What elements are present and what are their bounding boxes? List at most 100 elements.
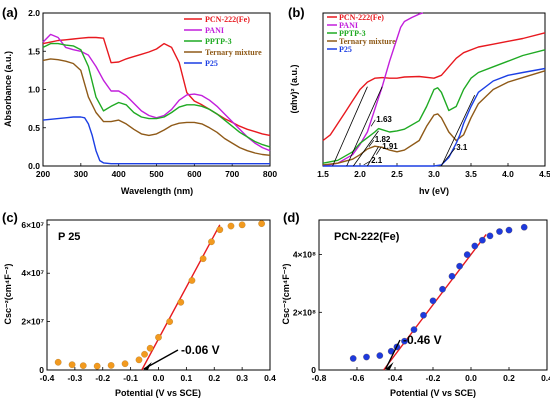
panel-b-tangent-line [332, 86, 368, 167]
panel-c-data-point [258, 220, 265, 227]
panel-b-x-axis-title: hv (eV) [419, 186, 449, 196]
panel-d-data-point [349, 355, 357, 362]
panel-b-annotation-label: 1.91 [382, 142, 398, 151]
panel-c-y-tick-label: 6×10⁷ [21, 220, 44, 230]
panel-b-series-group [322, 12, 546, 167]
panel-d-x-axis-title: Potential (V vs SCE) [390, 388, 476, 398]
panel-b-series-line [322, 12, 424, 167]
panel-c-data-point [141, 350, 148, 358]
panel-d-data-point [505, 226, 513, 234]
panel-b-annotation-label: 1.82 [375, 135, 391, 144]
panel-c-data-point [79, 362, 87, 369]
panel-c-data-point [121, 360, 129, 368]
panel-a-series-line [42, 42, 271, 148]
panel-c-y-tick-label: 2×10⁷ [21, 317, 44, 327]
panel-c-x-tick-label: -0.2 [95, 373, 110, 383]
panel-a-x-tick-label: 800 [263, 169, 277, 179]
panel-a-series-line [42, 58, 271, 156]
panel-a-x-ticks: 200 300 400 500 600 700 800 [36, 163, 277, 179]
panel-b-x-ticks: 1.5 2.0 2.5 3.0 3.5 4.0 4.5 [317, 163, 550, 179]
panel-a-y-tick-label: 2.0 [28, 8, 40, 18]
panel-d-data-point [429, 297, 437, 305]
panel-b-bandgap-annotations: 1.63 1.821.91 2.1 3.1 [363, 115, 468, 166]
panel-c-y-tick-label: 4×10⁷ [21, 268, 44, 278]
panel-b-tangent-line [353, 130, 379, 167]
panel-b-y-axis-title: (αhv)² (a.u.) [289, 64, 299, 113]
panel-a-y-tick-label: 0.5 [28, 123, 40, 133]
panel-d-data-point [463, 251, 471, 258]
panel-d-data-point [486, 232, 494, 240]
panel-d-data-point [376, 352, 384, 359]
panel-c-y-ticks: 0 2×10⁷ 4×10⁷ 6×10⁷ [21, 220, 50, 375]
panel-c-flatband-label: -0.06 V [181, 343, 220, 357]
panel-a-plot-frame [42, 12, 271, 167]
panel-d-x-tick-label: -0.6 [350, 373, 365, 383]
panel-a-x-tick-label: 400 [112, 169, 126, 179]
panel-a-legend-label: Ternary mixture [205, 48, 262, 57]
panel-c-data-point [135, 356, 143, 364]
panel-d-arrow-head [385, 362, 394, 370]
panel-d-x-tick-label: 0.4 [541, 373, 550, 383]
panel-b-x-tick-label: 1.5 [317, 169, 329, 179]
panel-a-x-tick-label: 500 [149, 169, 163, 179]
panel-b-annotation-label: 3.1 [456, 143, 468, 152]
panel-a-x-tick-label: 700 [225, 169, 239, 179]
panel-d-data-point [471, 242, 479, 250]
panel-a-x-tick-label: 200 [36, 169, 50, 179]
panel-c-data-point [166, 318, 173, 325]
panel-c-data-point [68, 361, 76, 368]
panel-c-data-point [107, 362, 115, 369]
panel-d-data-point [410, 326, 418, 333]
panel-c-x-tick-label: -0.1 [123, 373, 138, 383]
panel-c-plot-area: -0.06 V [54, 220, 265, 371]
panel-d-data-point [401, 337, 408, 345]
panel-c-x-ticks: -0.4 -0.3 -0.2 -0.1 0.0 0.1 0.2 0.3 0.4 [40, 367, 276, 383]
panel-d-y-tick-label: 2×10⁸ [293, 307, 316, 317]
panel-d-data-point [496, 228, 503, 235]
panel-c-title: P 25 [58, 231, 80, 243]
panel-a-legend: PCN-222(Fe) PANI PPTP-3 Ternary mixture P25 [184, 15, 262, 68]
panel-c-data-point [227, 222, 235, 230]
panel-d-data-point [456, 262, 463, 270]
panel-a-series-group [42, 33, 271, 165]
panel-c-y-tick-label: 0 [39, 365, 44, 375]
panel-c-x-tick-label: -0.3 [68, 373, 83, 383]
panel-b-legend-label: PCN-222(Fe) [339, 13, 384, 22]
panel-d-plot-area: -0.46 V [349, 223, 528, 371]
panel-b-x-tick-label: 2.0 [354, 169, 366, 179]
panel-d-x-tick-label: -0.4 [388, 373, 403, 383]
panel-b-x-tick-label: 4.5 [539, 169, 550, 179]
panel-c-x-axis-title: Potential (V vs SCE) [115, 388, 201, 398]
panel-c-data-point [177, 298, 185, 306]
panel-a-y-tick-label: 1.5 [28, 46, 40, 56]
panel-c-fit-line [141, 224, 221, 371]
panel-c-data-point [208, 238, 215, 246]
panel-c-data-point [216, 226, 224, 233]
panel-b-legend-label: P25 [339, 45, 352, 54]
panel-b-series-line [323, 67, 546, 167]
panel-d-arrow-shaft [384, 339, 401, 370]
panel-d-data-point [439, 285, 446, 293]
panel-c-x-tick-label: -0.4 [40, 373, 55, 383]
panel-a-y-tick-label: 0.0 [28, 161, 40, 171]
panel-a-y-axis-title: Absorbance (a.u.) [3, 51, 13, 127]
panel-a: (a) 0.0 0.5 1.0 1.5 2.0 200 300 400 500 600 700 80… [2, 5, 277, 196]
panel-b: (b) 1.5 2.0 2.5 3.0 3.5 4.0 4.5 hv (eV) (αhv)²… [288, 5, 550, 196]
panel-c-arrow-head [143, 362, 152, 370]
panel-d-x-tick-label: 0.2 [503, 373, 515, 383]
panel-b-series-line [322, 49, 546, 164]
panel-d: (d) PCN-222(Fe) 0 2×10⁸ 4×10⁸ -0.8 -0.6 -0.4… [281, 210, 550, 398]
panel-a-x-tick-label: 300 [74, 169, 88, 179]
panel-a-series-line [42, 116, 270, 165]
panel-d-y-ticks: 0 2×10⁸ 4×10⁸ [293, 250, 322, 375]
panel-b-legend-label: Ternary mixture [339, 37, 396, 46]
panel-b-annotation-pointer [375, 146, 382, 155]
panel-b-annotation-label: 2.1 [371, 156, 383, 165]
panel-c-data-point [188, 277, 196, 284]
panel-d-label: (d) [283, 210, 300, 225]
panel-a-y-ticks: 0.0 0.5 1.0 1.5 2.0 [28, 8, 46, 171]
panel-d-x-tick-label: 0.0 [465, 373, 477, 383]
